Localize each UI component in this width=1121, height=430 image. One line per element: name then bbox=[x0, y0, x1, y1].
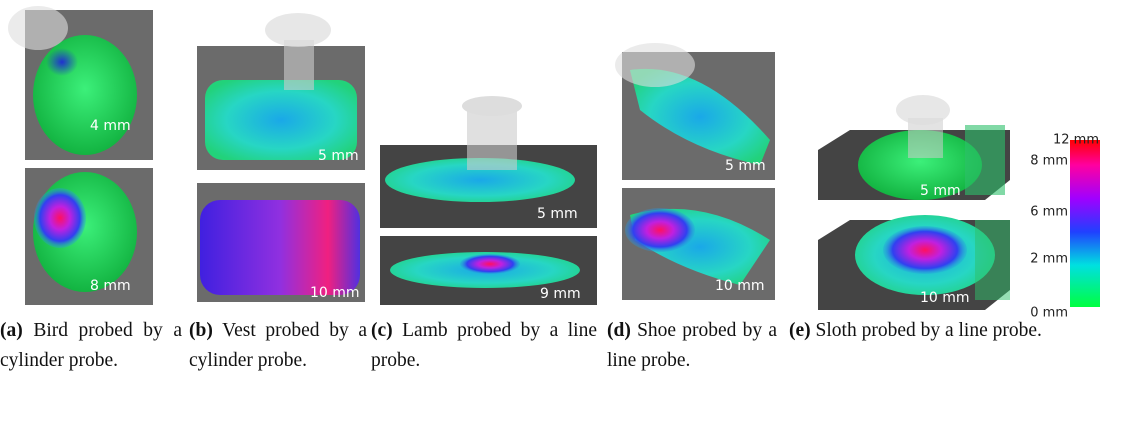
depth-label: 10 mm bbox=[715, 278, 765, 294]
probe bbox=[467, 108, 517, 170]
deformation bbox=[625, 208, 695, 252]
deformation bbox=[34, 188, 86, 248]
probe bbox=[896, 95, 950, 125]
caption-label: (d) bbox=[607, 320, 631, 341]
probe-mark bbox=[46, 48, 78, 76]
caption-text: Sloth probed by a line probe. bbox=[816, 320, 1042, 341]
caption-label: (a) bbox=[0, 320, 23, 341]
deformation bbox=[460, 254, 520, 274]
caption-text: Vest probed by a cylinder probe. bbox=[189, 320, 367, 371]
caption-text: Shoe probed by a line probe. bbox=[607, 320, 777, 371]
colorbar-tick: 2 mm bbox=[1030, 252, 1068, 267]
caption: (c) Lamb probed by a line probe. bbox=[371, 316, 597, 376]
page: {"panels": [ {"label": "(a)", "caption":… bbox=[0, 0, 1121, 430]
bird-shape bbox=[33, 35, 137, 155]
caption-text: Bird probed by a cylinder probe. bbox=[0, 320, 182, 371]
caption-label: (c) bbox=[371, 320, 393, 341]
probe bbox=[265, 13, 331, 47]
colorbar-tick: 6 mm bbox=[1030, 205, 1068, 220]
depth-label: 5 mm bbox=[725, 158, 766, 174]
depth-label: 8 mm bbox=[90, 278, 131, 294]
depth-label: 10 mm bbox=[920, 290, 970, 306]
depth-label: 5 mm bbox=[537, 206, 578, 222]
caption: (a) Bird probed by a cylinder probe. bbox=[0, 316, 182, 376]
caption: (e) Sloth probed by a line probe. bbox=[789, 316, 1119, 346]
depth-label: 5 mm bbox=[318, 148, 359, 164]
probe bbox=[462, 96, 522, 116]
caption-label: (e) bbox=[789, 320, 811, 341]
deformation bbox=[883, 226, 967, 274]
vest-shape bbox=[200, 200, 360, 295]
colorbar-tick: 12 mm bbox=[1053, 133, 1099, 148]
caption: (b) Vest probed by a cylinder probe. bbox=[189, 316, 367, 376]
depth-label: 4 mm bbox=[90, 118, 131, 134]
caption-label: (b) bbox=[189, 320, 213, 341]
noise bbox=[965, 125, 1005, 195]
probe bbox=[284, 40, 314, 90]
depth-label: 10 mm bbox=[310, 285, 360, 301]
colorbar bbox=[1070, 140, 1100, 307]
depth-label: 9 mm bbox=[540, 286, 581, 302]
caption: (d) Shoe probed by a line probe. bbox=[607, 316, 777, 376]
noise bbox=[975, 220, 1010, 300]
caption-text: Lamb probed by a line probe. bbox=[371, 320, 597, 371]
probe bbox=[8, 6, 68, 50]
depth-label: 5 mm bbox=[920, 183, 961, 199]
colorbar-tick: 8 mm bbox=[1030, 154, 1068, 169]
probe bbox=[615, 43, 695, 87]
